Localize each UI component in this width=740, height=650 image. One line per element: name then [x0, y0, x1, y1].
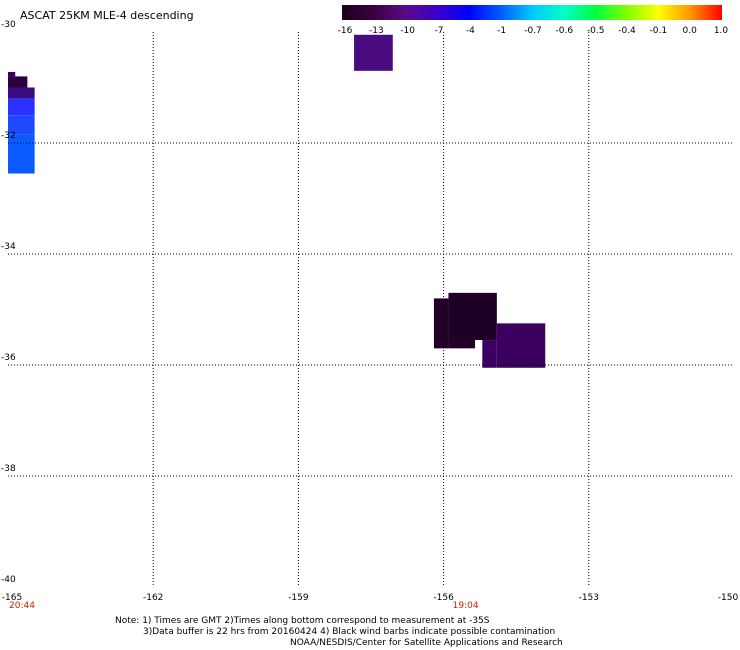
longitude-label: -162	[142, 593, 164, 603]
longitude-label: -150	[717, 593, 739, 603]
colorbar-tick-label: -0.7	[524, 26, 542, 36]
data-cell	[482, 340, 497, 368]
colorbar-tick-label: -0.1	[649, 26, 668, 36]
data-cell	[8, 87, 35, 99]
colorbar-tick-label: -0.6	[555, 26, 574, 36]
colorbar	[342, 5, 722, 20]
longitude-label: -165	[1, 593, 23, 603]
time-label: 19:04	[452, 601, 479, 611]
grid-lines	[8, 32, 734, 587]
latitude-label: -34	[1, 242, 16, 252]
colorbar-tick-label: -7	[434, 26, 444, 36]
longitude-label: -156	[433, 593, 454, 603]
colorbar-tick-label: -10	[400, 26, 416, 36]
data-cell	[8, 71, 16, 77]
note-line-1: Note: 1) Times are GMT 2)Times along bot…	[115, 616, 490, 626]
data-cell	[8, 98, 35, 116]
colorbar-tick-label: 0.0	[682, 26, 697, 36]
colorbar-tick-label: 1.0	[713, 26, 729, 36]
latitude-label: -30	[1, 20, 16, 30]
data-cell	[8, 115, 35, 135]
data-cell	[8, 134, 35, 174]
data-cell	[448, 292, 497, 341]
data-cell	[354, 34, 393, 71]
latitude-label: -32	[1, 131, 16, 141]
latitude-label: -38	[1, 464, 16, 474]
colorbar-tick-label: -13	[368, 26, 384, 36]
data-cell	[448, 340, 476, 349]
latitude-label: -40	[1, 575, 16, 585]
colorbar-tick-label: -4	[465, 26, 475, 36]
note-line-2: 3)Data buffer is 22 hrs from 20160424 4)…	[143, 627, 556, 637]
latitude-label: -36	[1, 353, 16, 363]
longitude-label: -153	[578, 593, 600, 603]
data-cell	[433, 298, 449, 349]
longitude-label: -159	[288, 593, 309, 603]
colorbar-tick-label: -16	[337, 26, 353, 36]
note-line-3: NOAA/NESDIS/Center for Satellite Applica…	[290, 638, 563, 648]
data-cell	[496, 323, 546, 368]
colorbar-tick-label: -0.4	[618, 26, 636, 36]
data-cells	[8, 34, 546, 368]
colorbar-tick-label: -1	[497, 26, 507, 36]
time-label: 20:44	[9, 601, 35, 611]
map-title: ASCAT 25KM MLE-4 descending	[20, 9, 194, 22]
colorbar-tick-label: -0.5	[586, 26, 605, 36]
data-cell	[8, 76, 28, 88]
